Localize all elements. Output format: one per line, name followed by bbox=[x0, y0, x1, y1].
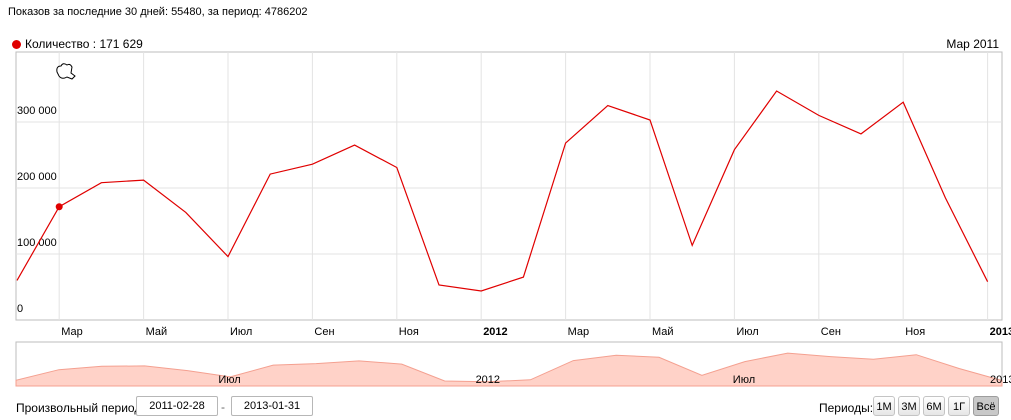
period-1m-button[interactable]: 1М bbox=[873, 396, 895, 416]
x-tick-label: Ноя bbox=[905, 326, 925, 338]
x-tick-label: 2012 bbox=[483, 326, 507, 338]
period-controls: Произвольный период: - Периоды: 1М 3М 6М… bbox=[0, 393, 1011, 420]
legend-marker bbox=[12, 39, 21, 49]
x-tick-label: Сен bbox=[314, 326, 334, 338]
x-tick-label: Сен bbox=[821, 326, 841, 338]
navigator-label: 2013 bbox=[990, 374, 1011, 386]
summary-text: Показов за последние 30 дней: 55480, за … bbox=[8, 6, 308, 18]
series-line bbox=[16, 90, 989, 292]
y-tick-label: 100 000 bbox=[17, 237, 57, 249]
x-tick-label: Мар bbox=[61, 326, 83, 338]
period-all-button[interactable]: Всё bbox=[973, 396, 999, 416]
y-tick-label: 300 000 bbox=[17, 105, 57, 117]
date-separator: - bbox=[221, 400, 225, 414]
plot-area bbox=[15, 51, 1003, 321]
custom-range-label: Произвольный период: bbox=[16, 401, 145, 415]
hand-cursor-icon bbox=[56, 63, 76, 80]
date-from-input[interactable] bbox=[136, 396, 218, 416]
x-tick-label: Май bbox=[146, 326, 168, 338]
chart-legend: Количество : 171 629 bbox=[12, 37, 143, 51]
x-tick-label: Июл bbox=[230, 326, 252, 338]
legend-label: Количество : 171 629 bbox=[25, 37, 143, 51]
periods-label: Периоды: bbox=[819, 401, 874, 415]
navigator-area bbox=[15, 352, 1003, 387]
date-to-input[interactable] bbox=[231, 396, 313, 416]
x-tick-label: Май bbox=[652, 326, 674, 338]
navigator-label: 2012 bbox=[476, 374, 500, 386]
y-tick-label: 200 000 bbox=[17, 171, 57, 183]
line-chart[interactable]: 0 100 000 200 000 300 000 Мар Май Июл Сен Ноя 20… bbox=[0, 0, 1011, 393]
x-tick-label: Ноя bbox=[399, 326, 419, 338]
x-tick-label: 2013 bbox=[990, 326, 1011, 338]
hover-date: Мар 2011 bbox=[946, 37, 999, 51]
period-6m-button[interactable]: 6М bbox=[923, 396, 945, 416]
x-tick-label: Июл bbox=[736, 326, 758, 338]
y-tick-label: 0 bbox=[17, 303, 23, 315]
highlighted-point bbox=[55, 203, 63, 211]
period-1y-button[interactable]: 1Г bbox=[948, 396, 970, 416]
navigator-label: Июл bbox=[218, 374, 240, 386]
period-3m-button[interactable]: 3М bbox=[898, 396, 920, 416]
navigator-label: Июл bbox=[733, 374, 755, 386]
x-tick-label: Мар bbox=[568, 326, 590, 338]
